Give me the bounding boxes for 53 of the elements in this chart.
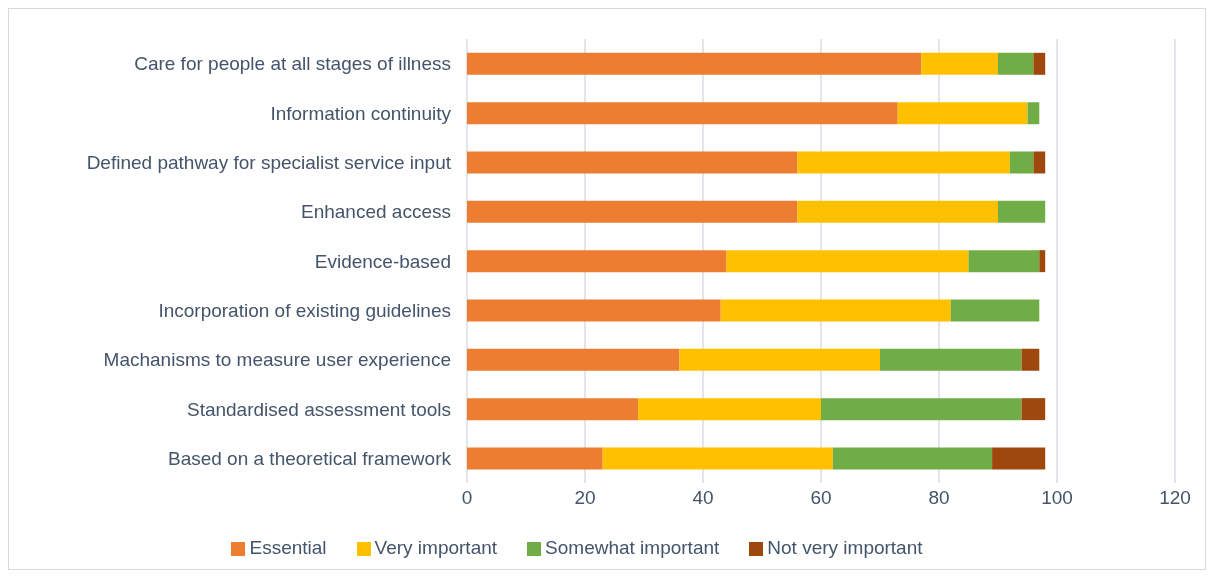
- y-tick-label: Standardised assessment tools: [186, 398, 451, 420]
- legend-label: Not very important: [767, 537, 923, 558]
- bar: [821, 398, 1022, 421]
- bar: [720, 299, 951, 322]
- bar: [950, 299, 1040, 322]
- bar: [1021, 348, 1040, 371]
- bar: [992, 447, 1046, 470]
- bar: [467, 250, 727, 273]
- y-tick-label: Based on a theoretical framework: [167, 448, 452, 470]
- y-tick-label: Information continuity: [270, 102, 452, 124]
- bar: [679, 348, 880, 371]
- bar: [968, 250, 1040, 273]
- bar: [467, 398, 639, 421]
- x-tick-label: 20: [574, 487, 596, 509]
- x-tick-label: 60: [810, 487, 832, 509]
- bar: [897, 102, 1028, 125]
- x-tick-label: 40: [692, 487, 714, 509]
- bar: [921, 52, 998, 75]
- bar: [1009, 151, 1034, 174]
- y-tick-label: Defined pathway for specialist service input: [86, 152, 452, 174]
- y-tick-label: Enhanced access: [301, 201, 451, 223]
- y-tick-label: Machanisms to measure user experience: [103, 349, 451, 371]
- legend-label: Somewhat important: [545, 537, 720, 558]
- y-tick-label: Evidence-based: [314, 250, 451, 272]
- x-tick-label: 120: [1159, 487, 1191, 509]
- legend-label: Essential: [249, 537, 327, 558]
- bar: [1033, 151, 1046, 174]
- bar: [602, 447, 833, 470]
- x-tick-label: 80: [928, 487, 950, 509]
- bar: [467, 52, 922, 75]
- y-tick-label: Incorporation of existing guidelines: [158, 300, 451, 322]
- bar: [638, 398, 821, 421]
- bar: [797, 151, 1010, 174]
- bar: [467, 447, 603, 470]
- bar: [467, 151, 798, 174]
- legend-label: Very important: [374, 537, 498, 558]
- bar: [880, 348, 1022, 371]
- bar: [467, 348, 680, 371]
- bar: [1021, 398, 1046, 421]
- bar: [998, 200, 1046, 223]
- x-tick-label: 0: [461, 487, 473, 509]
- bar: [467, 102, 898, 125]
- bar: [467, 200, 798, 223]
- bar: [998, 52, 1034, 75]
- bar: [726, 250, 969, 273]
- bar: [1027, 102, 1040, 125]
- bar: [1039, 250, 1046, 273]
- bar: [467, 299, 721, 322]
- bar: [797, 200, 998, 223]
- bar: [1033, 52, 1046, 75]
- bar: [832, 447, 993, 470]
- y-tick-label: Care for people at all stages of illness: [134, 53, 451, 75]
- x-tick-label: 100: [1041, 487, 1073, 509]
